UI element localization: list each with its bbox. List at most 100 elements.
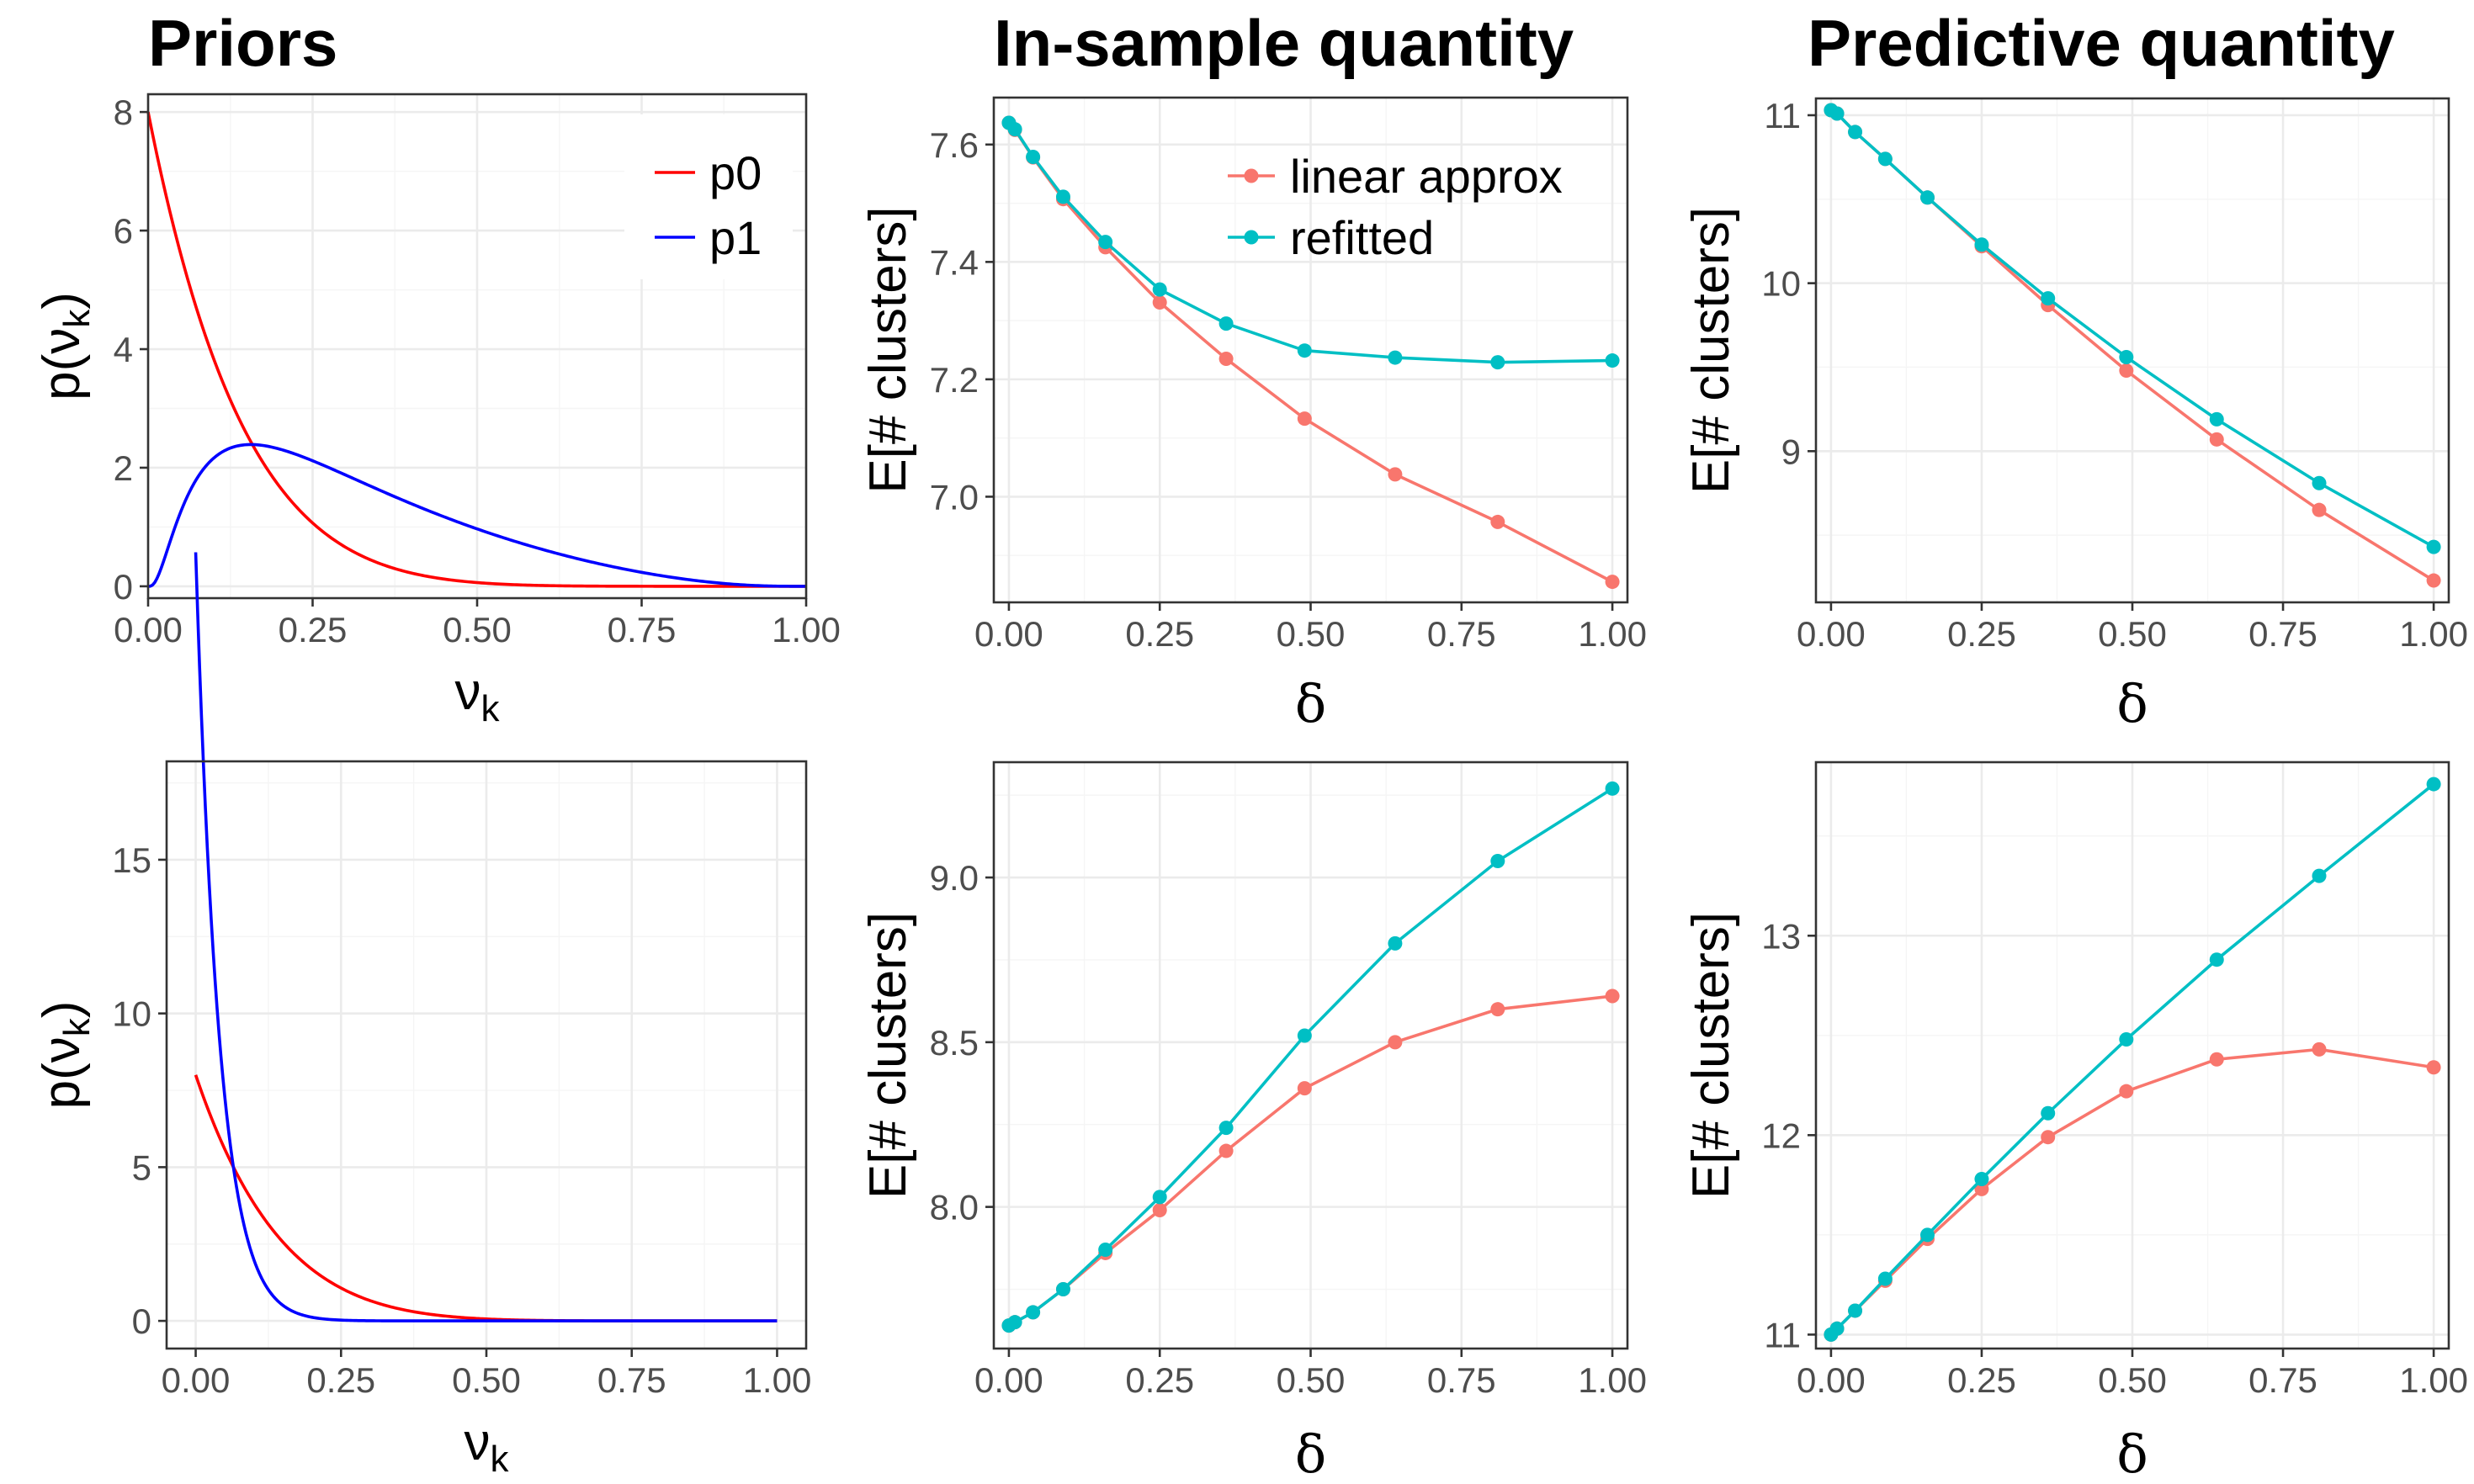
y-tick-label: 8.5 xyxy=(930,1023,979,1063)
data-point xyxy=(2209,952,2224,967)
y-tick-label: 6 xyxy=(114,211,133,251)
legend-background xyxy=(624,114,793,279)
data-point xyxy=(1152,1190,1167,1205)
data-point xyxy=(2312,868,2327,883)
panel-insample-top: 0.00 0.25 0.50 0.75 1.00 7.0 7.2 7.4 7.6 δ E[# clu… xyxy=(859,96,1647,734)
data-point xyxy=(1877,151,1893,167)
column-title-priors: Priors xyxy=(148,6,337,80)
x-tick-label: 0.75 xyxy=(1427,614,1496,654)
data-point xyxy=(2312,1041,2327,1057)
data-point xyxy=(1055,1282,1070,1297)
panel-predictive-bottom: 0.00 0.25 0.50 0.75 1.00 11 12 13 δ E[# clusters] xyxy=(1682,761,2468,1484)
data-point xyxy=(1026,149,1041,164)
legend-key-marker xyxy=(1244,168,1259,183)
data-point xyxy=(2426,776,2441,792)
data-point xyxy=(1218,351,1234,366)
x-tick-label: 0.75 xyxy=(2248,614,2317,654)
data-point xyxy=(1055,189,1070,204)
x-tick-label: 1.00 xyxy=(1578,1360,1647,1400)
x-tick-label: 0.25 xyxy=(1947,1360,2016,1400)
x-tick-label: 0.50 xyxy=(452,1360,521,1400)
x-tick-label: 0.00 xyxy=(1797,614,1866,654)
legend-label-p1: p1 xyxy=(709,211,762,264)
y-tick-label: 5 xyxy=(132,1147,151,1187)
data-point xyxy=(1152,294,1167,310)
data-point xyxy=(1218,1143,1234,1158)
data-point xyxy=(2119,1032,2134,1047)
series-line-p1 xyxy=(147,443,806,588)
data-point xyxy=(2041,291,2056,306)
x-tick-label: 0.25 xyxy=(1947,614,2016,654)
x-tick-label: 0.00 xyxy=(162,1360,231,1400)
data-point xyxy=(1388,350,1403,365)
data-point xyxy=(1297,1028,1312,1043)
data-point xyxy=(1848,1303,1863,1318)
x-tick-label: 0.25 xyxy=(1125,1360,1194,1400)
series-p0 xyxy=(146,111,806,588)
x-tick-label: 0.50 xyxy=(1277,614,1346,654)
data-point xyxy=(2426,573,2441,588)
y-axis-title-text: E[# clusters] xyxy=(1682,912,1740,1199)
y-axis-title-text: E[# clusters] xyxy=(859,912,917,1199)
data-point xyxy=(1974,1181,1989,1196)
x-axis-title: δ xyxy=(1295,673,1326,734)
data-point xyxy=(1490,355,1505,370)
series-p1 xyxy=(147,443,806,588)
series-refitted xyxy=(1824,776,2441,1342)
series-line-p0 xyxy=(146,111,806,588)
y-tick-label: 7.4 xyxy=(930,242,979,282)
y-tick-label: 11 xyxy=(1764,1315,1801,1354)
series-p1 xyxy=(194,552,778,1322)
data-point xyxy=(2426,539,2441,554)
y-axis-title: E[# clusters] xyxy=(1682,912,1740,1199)
x-tick-label: 0.75 xyxy=(1427,1360,1496,1400)
x-tick-label: 0.75 xyxy=(608,610,677,649)
series-refitted xyxy=(1824,103,2441,554)
x-tick-label: 0.00 xyxy=(974,1360,1043,1400)
x-tick-label: 0.50 xyxy=(2098,614,2167,654)
x-tick-label: 0.25 xyxy=(279,610,348,649)
x-tick-label: 0.00 xyxy=(114,610,183,649)
x-tick-label: 0.00 xyxy=(974,614,1043,654)
y-axis-title-text: E[# clusters] xyxy=(1682,207,1740,494)
x-tick-label: 0.50 xyxy=(1277,1360,1346,1400)
x-tick-label: 0.75 xyxy=(597,1360,666,1400)
data-point xyxy=(2041,1130,2056,1145)
data-point xyxy=(1490,853,1505,868)
x-tick-label: 0.50 xyxy=(443,610,512,649)
y-tick-label: 8.0 xyxy=(930,1188,979,1227)
data-point xyxy=(1388,1035,1403,1050)
y-axis-title: p(νk) xyxy=(33,1001,98,1110)
x-tick-label: 0.25 xyxy=(306,1360,375,1400)
data-point xyxy=(1490,1002,1505,1017)
x-tick-label: 0.50 xyxy=(2098,1360,2167,1400)
y-tick-label: 7.6 xyxy=(930,125,979,165)
y-tick-label: 2 xyxy=(114,448,133,488)
series-line-p1 xyxy=(194,552,778,1322)
data-point xyxy=(1152,282,1167,297)
data-point xyxy=(2209,1052,2224,1067)
data-point xyxy=(2426,1060,2441,1075)
y-tick-label: 7.0 xyxy=(930,477,979,517)
data-point xyxy=(1026,1305,1041,1320)
series-refitted xyxy=(1001,115,1620,370)
panels-group: 0.00 0.25 0.50 0.75 1.0002468νkp(νk)p0p10.00… xyxy=(33,93,2468,1484)
data-point xyxy=(1974,237,1989,252)
x-tick-label: 1.00 xyxy=(2399,1360,2468,1400)
x-tick-label: 0.25 xyxy=(1125,614,1194,654)
y-tick-label: 0 xyxy=(132,1301,151,1341)
data-point xyxy=(1605,575,1620,590)
y-tick-label: 15 xyxy=(112,840,151,880)
legend: linear approx refitted xyxy=(1228,150,1563,264)
data-point xyxy=(1218,1121,1234,1136)
y-axis-title: E[# clusters] xyxy=(859,206,917,493)
data-point xyxy=(2119,349,2134,364)
column-title-predictive: Predictive quantity xyxy=(1808,6,2395,80)
panel-predictive-top: 0.00 0.25 0.50 0.75 1.00 9 10 11 δ E[# clusters] xyxy=(1682,96,2468,734)
y-tick-label: 9 xyxy=(1781,432,1801,471)
y-axis-title: p(νk) xyxy=(33,292,98,400)
data-point xyxy=(1605,988,1620,1004)
